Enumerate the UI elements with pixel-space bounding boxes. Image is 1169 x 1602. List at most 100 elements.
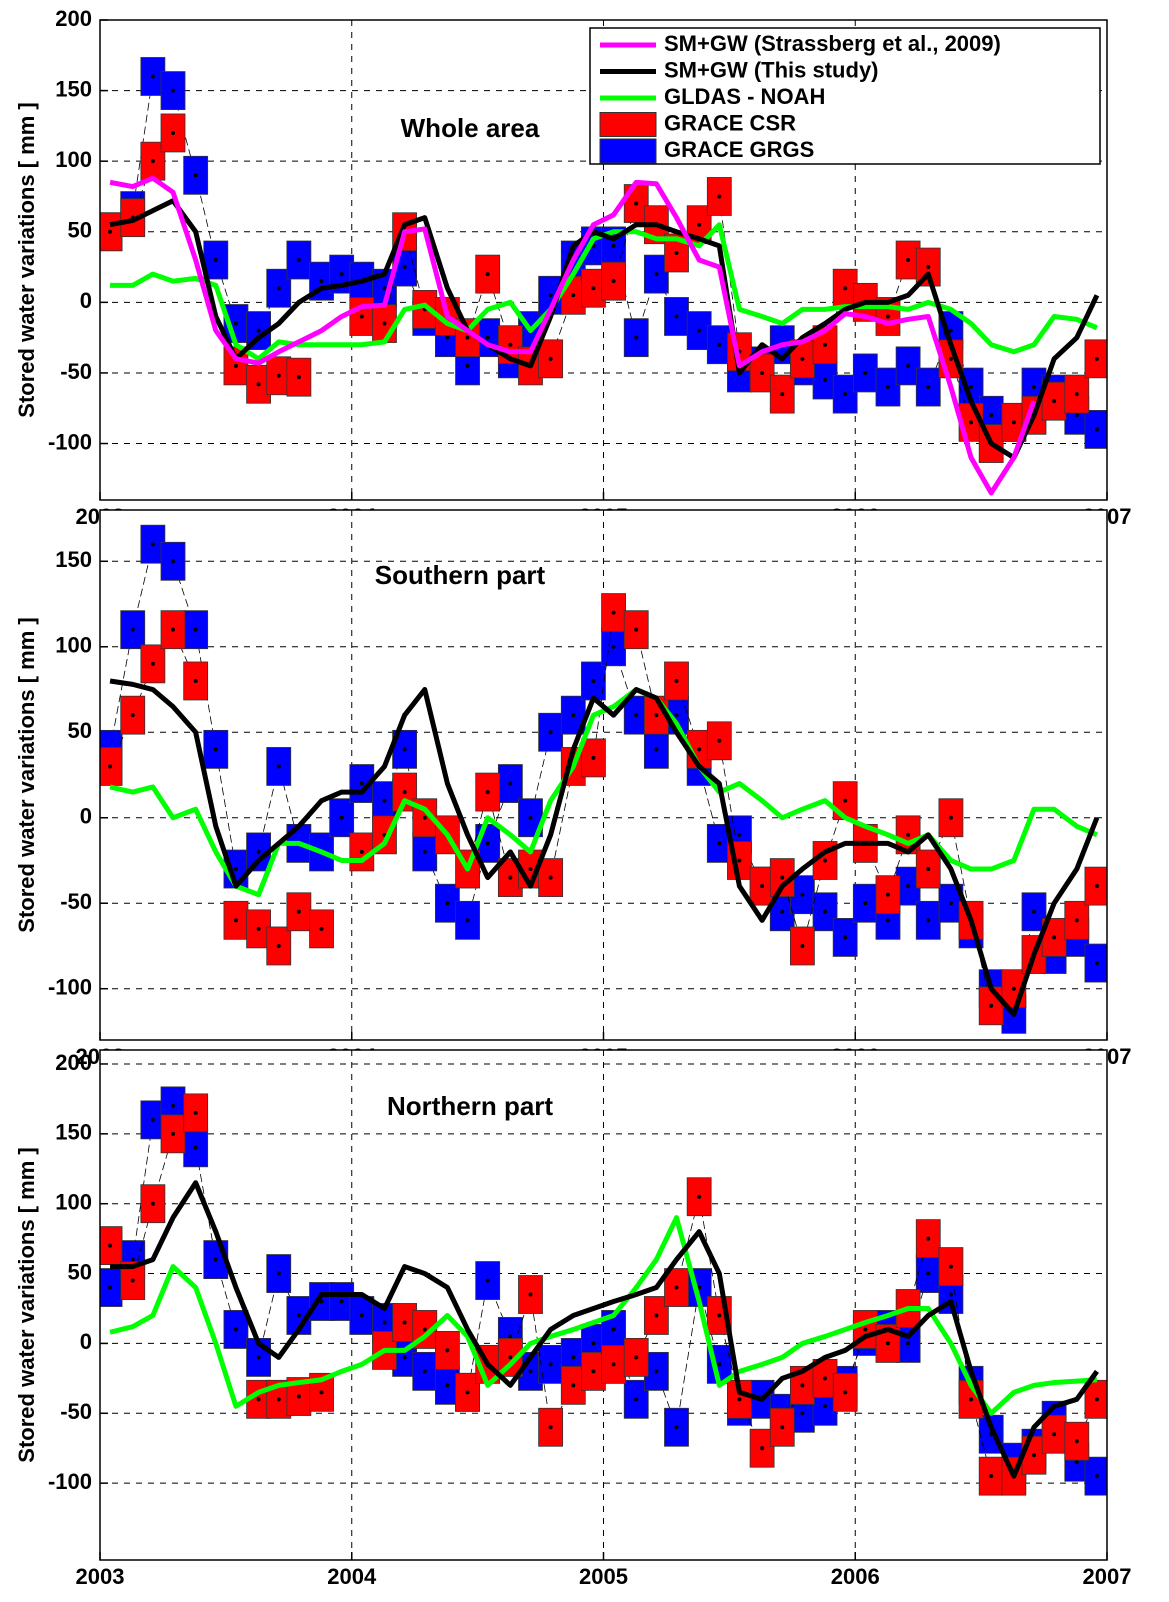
box-center	[485, 790, 490, 795]
box-center	[465, 918, 470, 923]
box-center	[885, 314, 890, 319]
box-center	[634, 335, 639, 340]
box-center	[611, 1327, 616, 1332]
box-center	[296, 1313, 301, 1318]
box-center	[760, 1446, 765, 1451]
box-center	[150, 74, 155, 79]
y-tick-label: 150	[55, 76, 92, 101]
legend-label: SM+GW (This study)	[664, 57, 879, 82]
marks	[100, 57, 1107, 496]
box-center	[969, 420, 974, 425]
box-center	[1094, 1474, 1099, 1479]
y-tick-label: 150	[55, 547, 92, 572]
box-center	[906, 258, 911, 262]
box-center	[465, 363, 470, 368]
box-center	[256, 1397, 261, 1402]
box-center	[213, 1257, 218, 1262]
box-center	[926, 265, 931, 270]
legend-label: GLDAS - NOAH	[664, 84, 825, 109]
box-center	[359, 781, 364, 786]
box-center	[528, 1292, 533, 1297]
y-tick-label: 0	[80, 1329, 92, 1354]
box-center	[508, 1355, 513, 1360]
box-center	[1011, 420, 1016, 425]
box-center	[697, 222, 702, 227]
box-center	[634, 1397, 639, 1402]
box-center	[382, 1320, 387, 1325]
box-center	[571, 1383, 576, 1388]
box-center	[717, 194, 722, 199]
box-center	[485, 841, 490, 846]
box-center	[339, 815, 344, 820]
box-center	[737, 1397, 742, 1402]
grace-box	[412, 1351, 438, 1391]
box-center	[885, 918, 890, 923]
box-center	[339, 1299, 344, 1304]
box-center	[485, 1278, 490, 1283]
box-center	[402, 1355, 407, 1360]
box-center	[885, 892, 890, 897]
box-center	[1094, 356, 1099, 361]
box-center	[508, 875, 513, 880]
legend-box	[589, 27, 1101, 165]
box-center	[171, 627, 176, 632]
box-center	[108, 764, 113, 769]
box-center	[508, 1334, 513, 1339]
box-center	[697, 747, 702, 752]
y-tick-label: -100	[48, 429, 92, 454]
box-center	[611, 610, 616, 615]
box-center	[150, 159, 155, 164]
box-center	[422, 815, 427, 820]
box-center	[171, 1103, 176, 1108]
box-center	[823, 1376, 828, 1381]
box-center	[339, 272, 344, 277]
box-center	[823, 342, 828, 347]
y-tick-label: 100	[55, 1190, 92, 1215]
box-center	[780, 392, 785, 397]
box-center	[528, 1369, 533, 1374]
box-center	[948, 815, 953, 820]
x-tick-label: 2003	[76, 1564, 125, 1589]
box-center	[233, 321, 238, 326]
box-center	[193, 1145, 198, 1150]
box-center	[150, 1117, 155, 1122]
box-center	[233, 867, 238, 872]
box-center	[948, 1292, 953, 1297]
box-center	[948, 901, 953, 906]
x-tick-label: 2006	[831, 1564, 880, 1589]
box-center	[548, 356, 553, 361]
box-center	[1074, 1460, 1079, 1465]
box-center	[737, 858, 742, 863]
series-line	[110, 1180, 1099, 1479]
grace-box	[497, 764, 523, 803]
panel: -100 -50 0 50 100 150 200 2003 2004 2005 2006 2007 N…	[14, 1049, 1132, 1589]
box-center	[654, 747, 659, 752]
y-tick-label: 50	[68, 718, 92, 743]
box-center	[674, 678, 679, 683]
box-center	[674, 1285, 679, 1290]
x-tick-label: 2007	[1083, 1564, 1132, 1589]
box-center	[760, 370, 765, 375]
box-center	[171, 88, 176, 93]
box-center	[445, 335, 450, 340]
box-center	[548, 1425, 553, 1430]
y-tick-label: -50	[60, 889, 92, 914]
box-center	[319, 279, 324, 284]
legend-label: GRACE GRGS	[664, 137, 814, 162]
box-center	[1052, 1432, 1057, 1437]
box-center	[571, 713, 576, 718]
box-center	[1094, 884, 1099, 889]
box-center	[402, 1320, 407, 1325]
box-center	[948, 356, 953, 361]
box-center	[1052, 935, 1057, 940]
box-center	[843, 1390, 848, 1395]
y-tick-label: -100	[48, 975, 92, 1000]
box-center	[445, 1383, 450, 1388]
box-center	[256, 849, 261, 854]
box-center	[213, 747, 218, 752]
box-center	[906, 832, 911, 837]
box-center	[906, 363, 911, 368]
plot-frame	[99, 509, 1108, 1041]
legend-swatch	[599, 138, 657, 164]
box-center	[256, 382, 261, 387]
